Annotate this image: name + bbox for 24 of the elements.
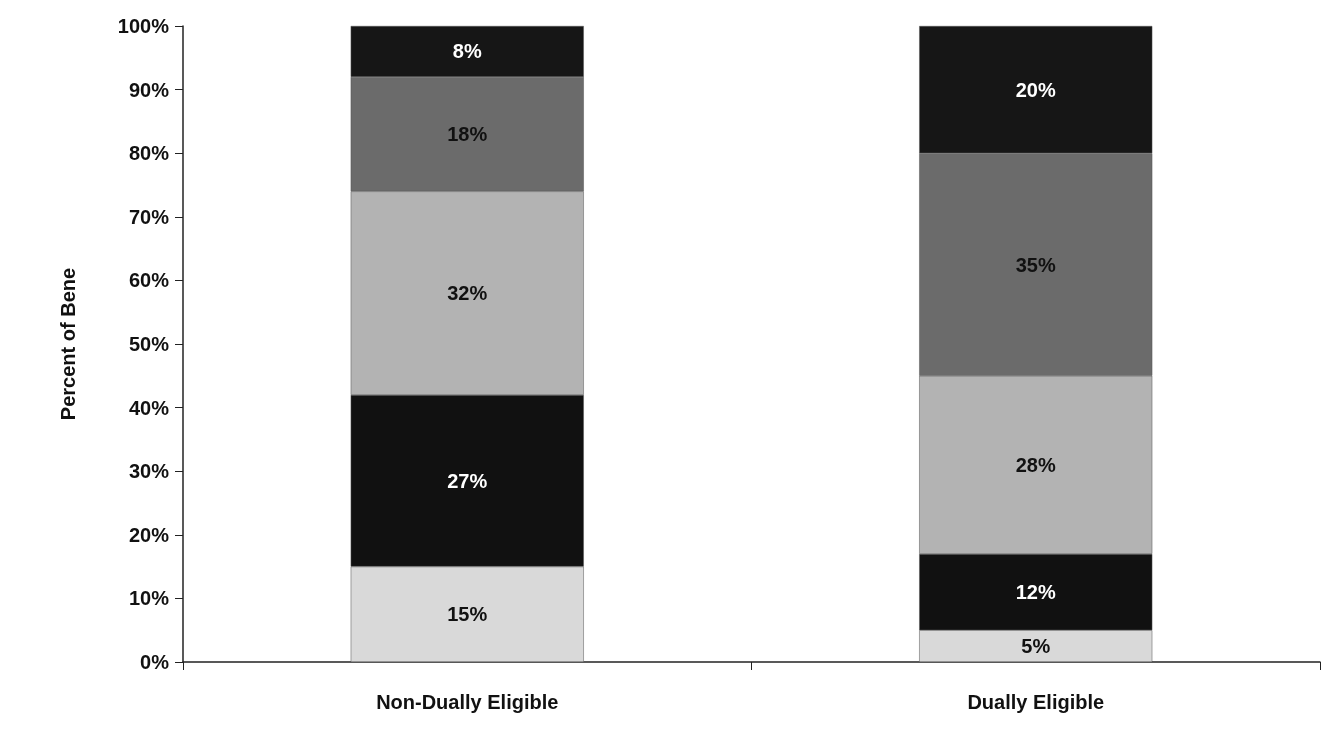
y-tick-label: 60% bbox=[128, 269, 170, 292]
data-label: 32% bbox=[447, 282, 488, 305]
y-tick-label: 40% bbox=[128, 396, 170, 419]
data-label: 20% bbox=[1015, 78, 1056, 101]
y-tick-label: 90% bbox=[128, 78, 170, 101]
y-tick-label: 100% bbox=[117, 15, 170, 37]
data-label: 27% bbox=[447, 469, 488, 492]
data-label: 28% bbox=[1015, 453, 1056, 476]
y-tick-label: 0% bbox=[140, 651, 170, 673]
data-label: 5% bbox=[1021, 635, 1051, 658]
y-tick-label: 70% bbox=[128, 205, 170, 228]
data-label: 15% bbox=[447, 603, 488, 626]
data-label: 18% bbox=[447, 123, 488, 146]
y-tick-label: 30% bbox=[128, 460, 170, 483]
data-label: 12% bbox=[1015, 581, 1056, 604]
y-tick-label: 50% bbox=[128, 333, 170, 355]
y-tick-label: 80% bbox=[128, 142, 170, 165]
y-tick-label: 20% bbox=[128, 523, 170, 546]
x-tick-label: Non-Dually Eligible bbox=[376, 691, 559, 713]
data-label: 35% bbox=[1015, 253, 1056, 276]
y-tick-label: 10% bbox=[128, 587, 170, 610]
x-tick-label: Dually Eligible bbox=[967, 691, 1105, 713]
data-label: 8% bbox=[452, 40, 482, 63]
y-axis-title: Percent of Bene bbox=[57, 267, 79, 421]
